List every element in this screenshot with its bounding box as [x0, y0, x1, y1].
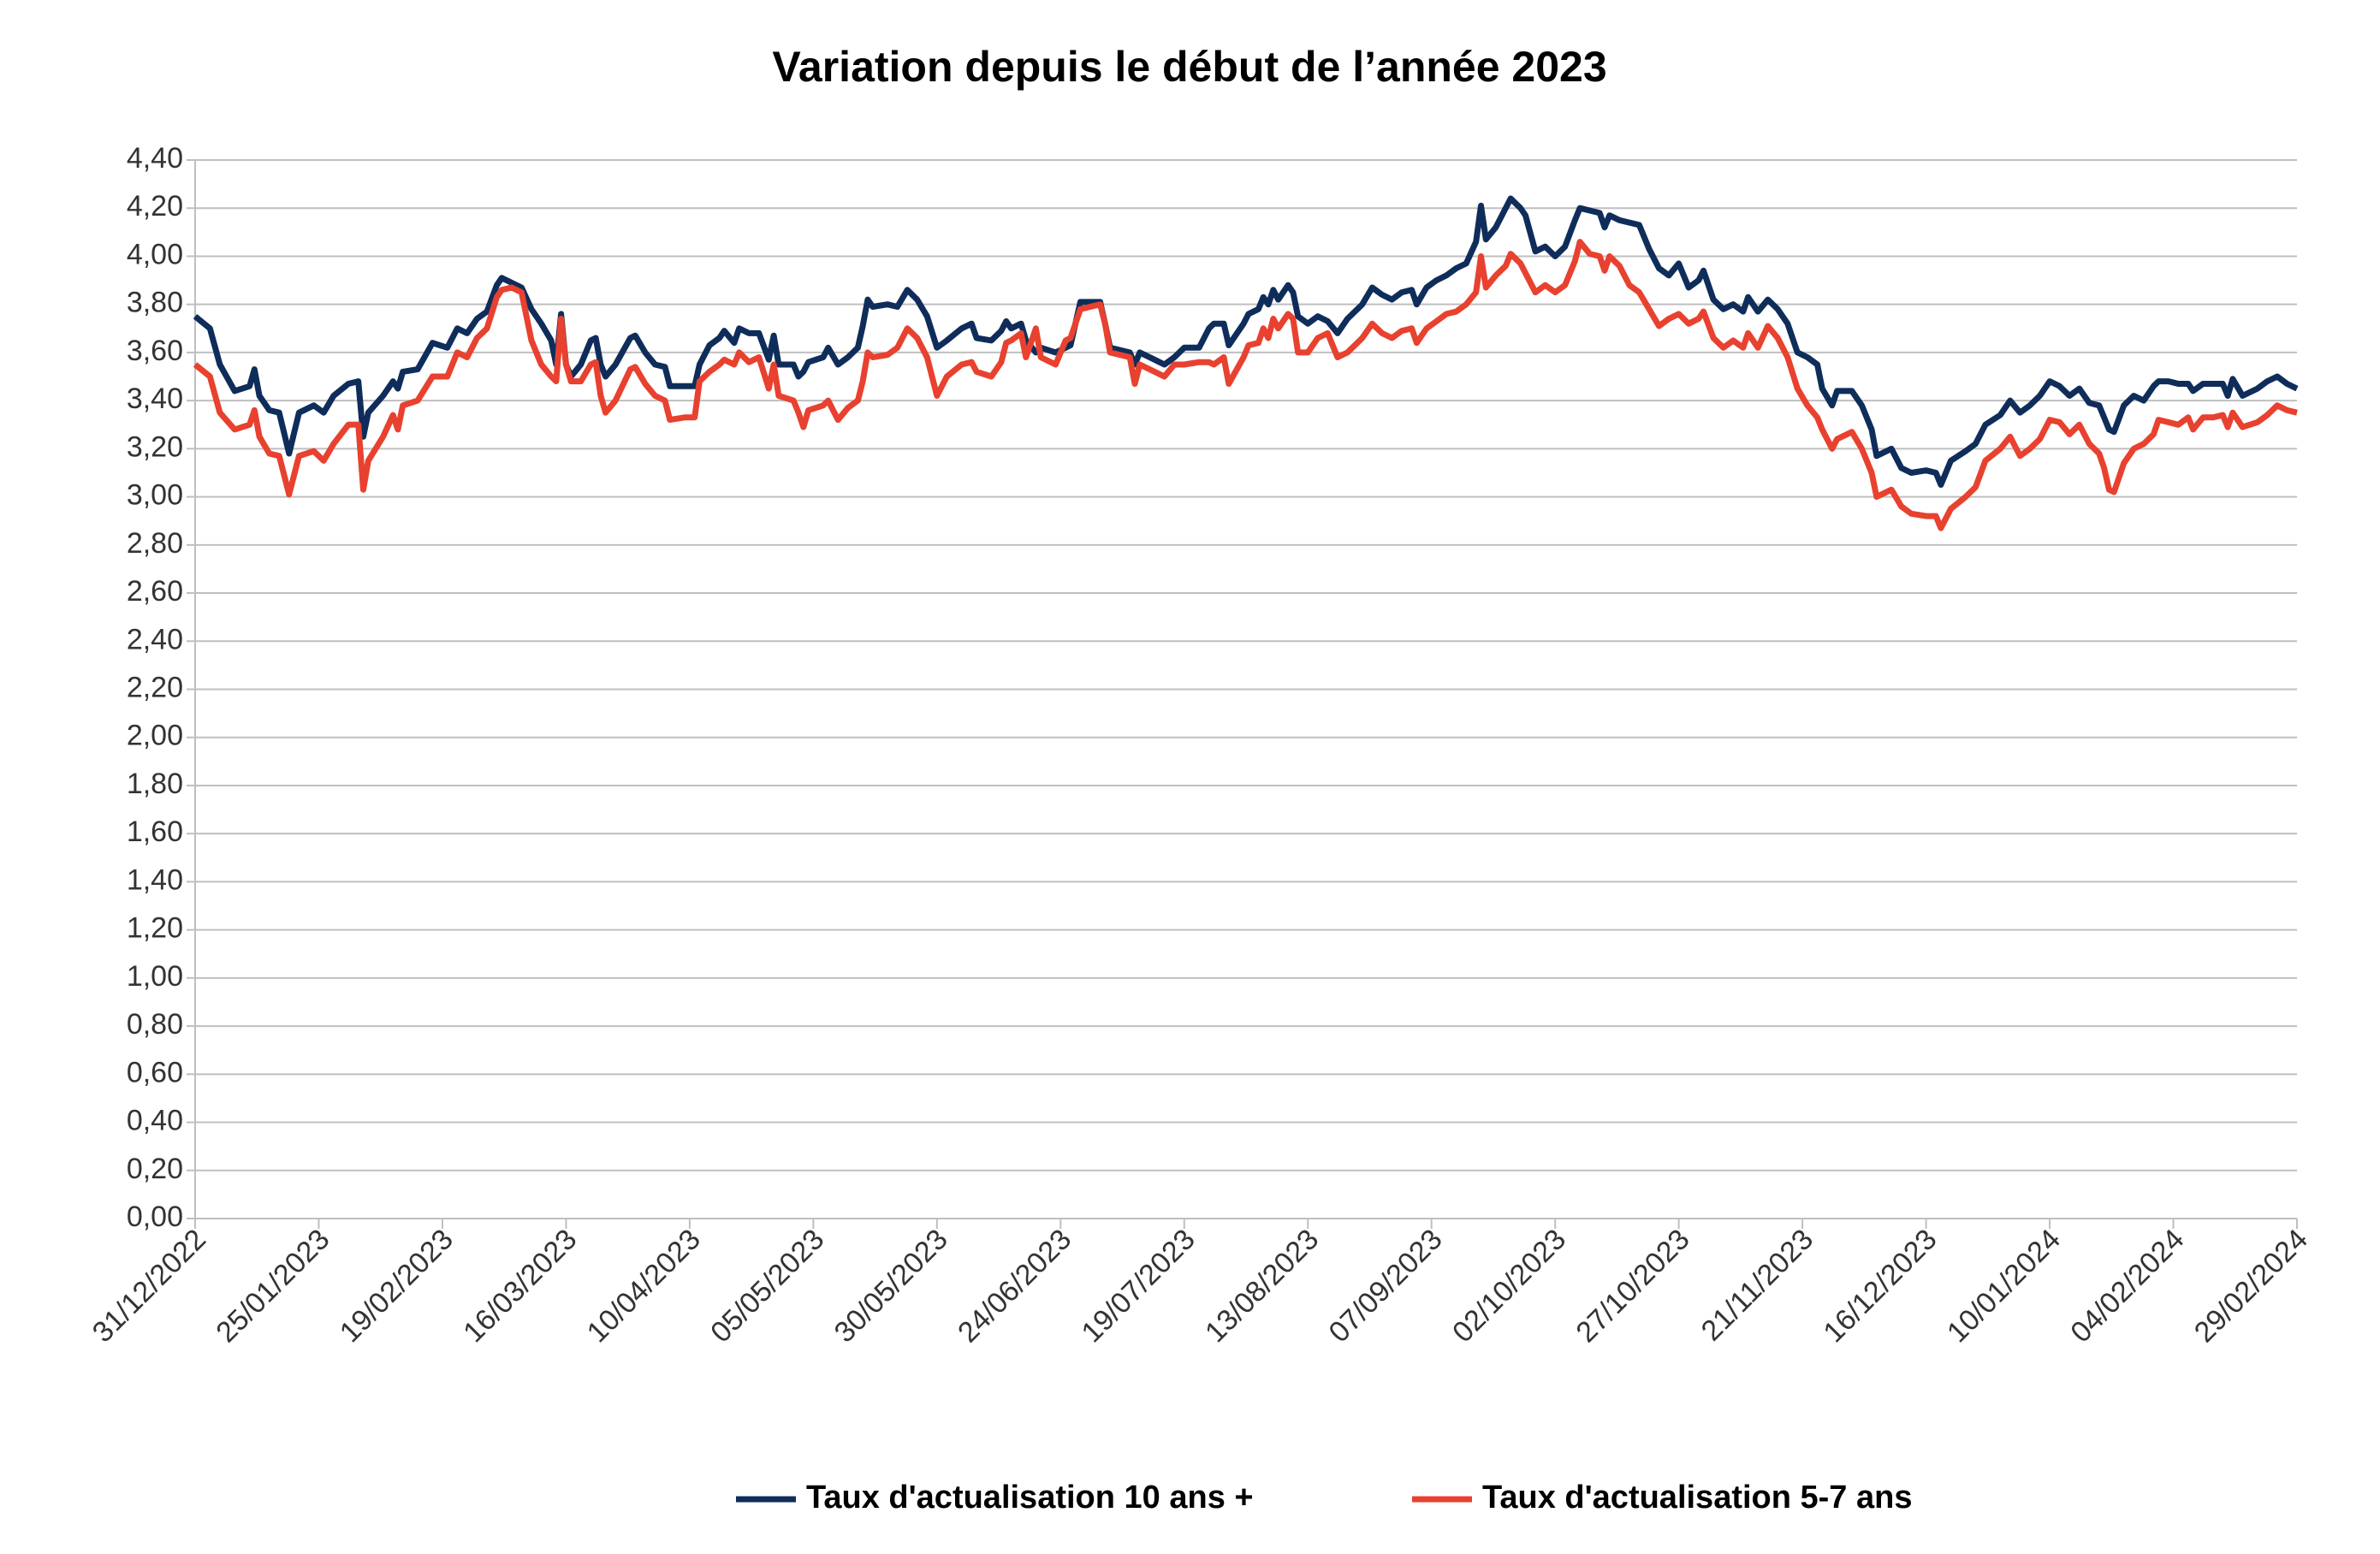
y-tick-label: 2,40: [127, 623, 183, 655]
y-tick-label: 4,40: [127, 142, 183, 175]
legend-label: Taux d'actualisation 10 ans +: [806, 1480, 1254, 1515]
chart-title: Variation depuis le début de l’année 202…: [772, 43, 1606, 91]
y-tick-label: 0,40: [127, 1105, 183, 1137]
x-tick-label: 31/12/2022: [86, 1223, 212, 1349]
x-tick-label: 13/08/2023: [1199, 1223, 1325, 1349]
y-tick-label: 3,40: [127, 383, 183, 415]
x-tick-label: 19/07/2023: [1076, 1223, 1202, 1349]
x-tick-label: 16/12/2023: [1817, 1223, 1943, 1349]
x-tick-label: 30/05/2023: [828, 1223, 954, 1349]
x-tick-label: 24/06/2023: [952, 1223, 1077, 1349]
x-tick-label: 04/02/2024: [2064, 1223, 2190, 1349]
y-tick-label: 3,00: [127, 479, 183, 512]
y-tick-label: 3,60: [127, 335, 183, 367]
x-tick-label: 02/10/2023: [1446, 1223, 1572, 1349]
y-tick-label: 4,20: [127, 190, 183, 222]
x-tick-label: 07/09/2023: [1323, 1223, 1449, 1349]
y-tick-label: 1,40: [127, 863, 183, 896]
x-tick-label: 29/02/2024: [2188, 1223, 2314, 1349]
x-tick-label: 25/01/2023: [210, 1223, 335, 1349]
x-tick-label: 10/01/2024: [1941, 1223, 2067, 1349]
series-line: [193, 239, 2298, 531]
y-tick-label: 2,60: [127, 575, 183, 608]
x-tick-label: 21/11/2023: [1695, 1223, 1819, 1347]
y-tick-label: 2,80: [127, 527, 183, 560]
series-line: [193, 195, 2299, 488]
x-tick-label: 16/03/2023: [457, 1223, 583, 1349]
y-tick-label: 3,20: [127, 430, 183, 463]
y-tick-label: 2,20: [127, 671, 183, 703]
y-tick-label: 2,00: [127, 720, 183, 752]
x-tick-label: 27/10/2023: [1570, 1223, 1695, 1349]
y-tick-label: 3,80: [127, 287, 183, 319]
y-tick-label: 1,00: [127, 960, 183, 993]
y-tick-label: 4,00: [127, 238, 183, 270]
y-tick-label: 1,80: [127, 768, 183, 800]
x-tick-label: 19/02/2023: [334, 1223, 460, 1349]
x-tick-label: 10/04/2023: [581, 1223, 707, 1349]
y-tick-label: 1,20: [127, 912, 183, 945]
y-tick-label: 0,00: [127, 1201, 183, 1233]
y-tick-label: 0,20: [127, 1153, 183, 1185]
y-tick-label: 1,60: [127, 816, 183, 848]
y-tick-label: 0,60: [127, 1056, 183, 1088]
x-tick-label: 05/05/2023: [704, 1223, 830, 1349]
legend-label: Taux d'actualisation 5-7 ans: [1482, 1480, 1912, 1515]
y-tick-label: 0,80: [127, 1008, 183, 1041]
